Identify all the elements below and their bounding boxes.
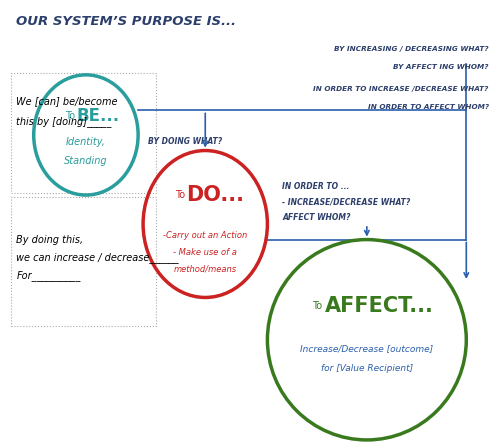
Text: AFFECT WHOM?: AFFECT WHOM? xyxy=(282,213,350,222)
Text: Increase/Decrease [outcome]: Increase/Decrease [outcome] xyxy=(300,344,434,353)
Bar xyxy=(12,197,156,327)
Text: for [Value Recipient]: for [Value Recipient] xyxy=(321,364,413,373)
Text: To: To xyxy=(312,302,322,311)
Text: IN ORDER TO INCREASE /DECREASE WHAT?: IN ORDER TO INCREASE /DECREASE WHAT? xyxy=(314,86,488,92)
Text: BY AFFECT ING WHOM?: BY AFFECT ING WHOM? xyxy=(393,64,488,70)
Text: this by [doing]_____: this by [doing]_____ xyxy=(16,116,112,127)
Text: IN ORDER TO AFFECT WHOM?: IN ORDER TO AFFECT WHOM? xyxy=(368,104,488,110)
Text: BE...: BE... xyxy=(77,107,120,125)
Text: We [can] be/become: We [can] be/become xyxy=(16,97,118,107)
Text: we can increase / decrease______: we can increase / decrease______ xyxy=(16,252,179,263)
Bar xyxy=(12,73,156,193)
Text: To: To xyxy=(176,190,186,200)
Text: OUR SYSTEM’S PURPOSE IS...: OUR SYSTEM’S PURPOSE IS... xyxy=(16,15,236,28)
Text: Standing: Standing xyxy=(64,156,108,166)
Text: BY INCREASING / DECREASING WHAT?: BY INCREASING / DECREASING WHAT? xyxy=(334,46,488,52)
Text: By doing this,: By doing this, xyxy=(16,235,84,245)
Text: For__________: For__________ xyxy=(16,270,80,280)
Text: AFFECT...: AFFECT... xyxy=(325,297,434,316)
Text: BY DOING WHAT?: BY DOING WHAT? xyxy=(148,137,222,146)
Text: IN ORDER TO ...: IN ORDER TO ... xyxy=(282,181,350,191)
Text: method/means: method/means xyxy=(174,264,237,273)
Text: -Carry out an Action: -Carry out an Action xyxy=(163,231,248,240)
Text: To: To xyxy=(65,111,75,121)
Text: DO...: DO... xyxy=(186,185,244,205)
Text: - INCREASE/DECREASE WHAT?: - INCREASE/DECREASE WHAT? xyxy=(282,197,410,206)
Text: - Make use of a: - Make use of a xyxy=(174,249,237,258)
Text: Identity,: Identity, xyxy=(66,137,106,146)
